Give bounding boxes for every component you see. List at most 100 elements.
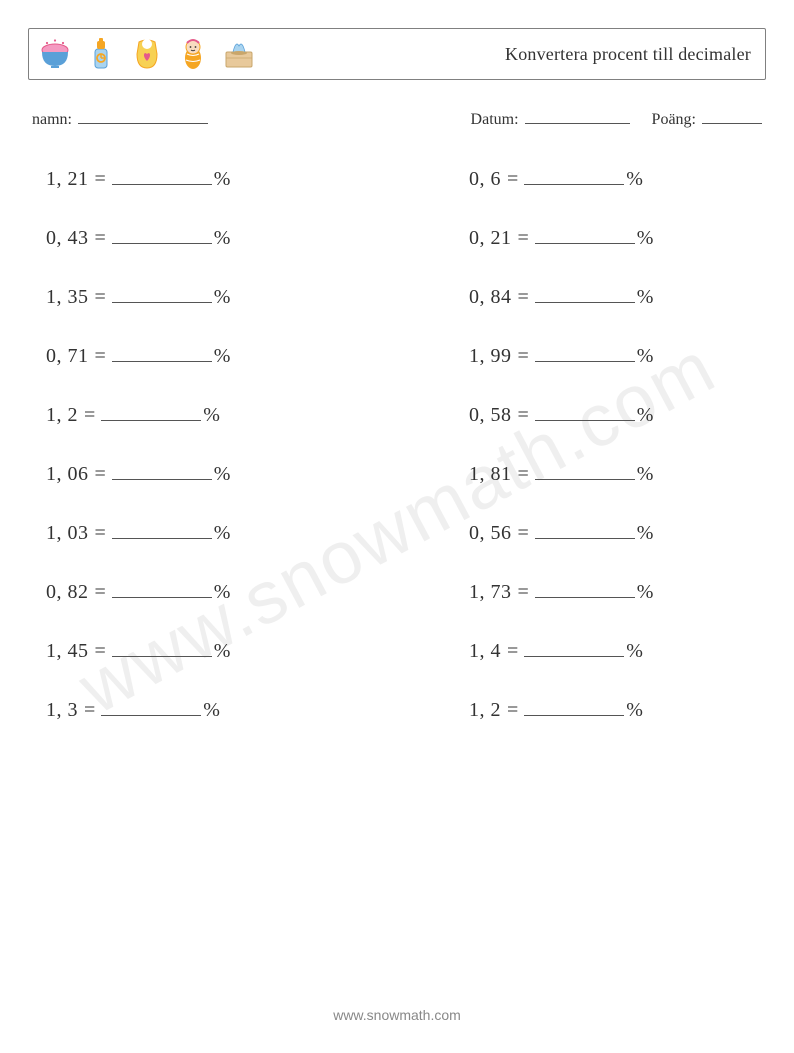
problem-value: 0, 43 [46, 227, 89, 250]
answer-blank[interactable] [535, 401, 635, 421]
problem-left-7: 0, 82 = % [46, 578, 339, 604]
answer-blank[interactable] [535, 342, 635, 362]
answer-blank[interactable] [535, 460, 635, 480]
equals-sign: = [518, 286, 529, 309]
percent-sign: % [214, 227, 231, 250]
answer-blank[interactable] [112, 637, 212, 657]
percent-sign: % [203, 699, 220, 722]
problem-value: 0, 71 [46, 345, 89, 368]
equals-sign: = [518, 522, 529, 545]
problem-right-6: 0, 56 = % [469, 519, 762, 545]
answer-blank[interactable] [112, 519, 212, 539]
problem-left-2: 1, 35 = % [46, 283, 339, 309]
answer-blank[interactable] [101, 696, 201, 716]
worksheet-page: Konvertera procent till decimaler namn: … [0, 0, 794, 722]
equals-sign: = [518, 463, 529, 486]
answer-blank[interactable] [524, 165, 624, 185]
percent-sign: % [637, 581, 654, 604]
percent-sign: % [214, 463, 231, 486]
percent-sign: % [637, 345, 654, 368]
answer-blank[interactable] [535, 578, 635, 598]
equals-sign: = [84, 404, 95, 427]
problem-value: 1, 73 [469, 581, 512, 604]
footer: www.snowmath.com [0, 1007, 794, 1023]
answer-blank[interactable] [535, 283, 635, 303]
problem-left-3: 0, 71 = % [46, 342, 339, 368]
percent-sign: % [637, 463, 654, 486]
problem-value: 1, 99 [469, 345, 512, 368]
score-field: Poäng: [652, 108, 762, 129]
equals-sign: = [507, 699, 518, 722]
spray-bottle-icon [83, 36, 119, 72]
equals-sign: = [507, 640, 518, 663]
problem-left-0: 1, 21 = % [46, 165, 339, 191]
equals-sign: = [95, 227, 106, 250]
date-label: Datum: [471, 111, 519, 129]
percent-sign: % [637, 404, 654, 427]
answer-blank[interactable] [524, 696, 624, 716]
problem-right-5: 1, 81 = % [469, 460, 762, 486]
problem-left-8: 1, 45 = % [46, 637, 339, 663]
percent-sign: % [637, 227, 654, 250]
percent-sign: % [214, 286, 231, 309]
score-label: Poäng: [652, 111, 696, 129]
bowl-icon [37, 36, 73, 72]
problem-value: 1, 06 [46, 463, 89, 486]
answer-blank[interactable] [112, 578, 212, 598]
problem-value: 1, 21 [46, 168, 89, 191]
problem-value: 0, 6 [469, 168, 501, 191]
problem-left-4: 1, 2 = % [46, 401, 339, 427]
date-field: Datum: [471, 108, 630, 129]
percent-sign: % [626, 699, 643, 722]
date-blank[interactable] [525, 108, 630, 124]
problem-left-5: 1, 06 = % [46, 460, 339, 486]
problem-left-9: 1, 3 = % [46, 696, 339, 722]
header-box: Konvertera procent till decimaler [28, 28, 766, 80]
answer-blank[interactable] [101, 401, 201, 421]
problems-grid: 1, 21 = %0, 6 = %0, 43 = %0, 21 = %1, 35… [28, 165, 766, 722]
problem-right-9: 1, 2 = % [469, 696, 762, 722]
problem-right-0: 0, 6 = % [469, 165, 762, 191]
problem-right-4: 0, 58 = % [469, 401, 762, 427]
answer-blank[interactable] [535, 519, 635, 539]
answer-blank[interactable] [112, 460, 212, 480]
bib-heart-icon [129, 36, 165, 72]
problem-value: 1, 2 [46, 404, 78, 427]
equals-sign: = [518, 404, 529, 427]
equals-sign: = [95, 522, 106, 545]
answer-blank[interactable] [112, 283, 212, 303]
equals-sign: = [95, 463, 106, 486]
name-blank[interactable] [78, 108, 208, 124]
percent-sign: % [214, 345, 231, 368]
problem-right-8: 1, 4 = % [469, 637, 762, 663]
problem-value: 0, 82 [46, 581, 89, 604]
answer-blank[interactable] [112, 165, 212, 185]
score-blank[interactable] [702, 108, 762, 124]
problem-value: 1, 3 [46, 699, 78, 722]
percent-sign: % [626, 640, 643, 663]
problem-value: 1, 03 [46, 522, 89, 545]
answer-blank[interactable] [524, 637, 624, 657]
percent-sign: % [637, 286, 654, 309]
worksheet-title: Konvertera procent till decimaler [505, 44, 755, 65]
problem-value: 1, 35 [46, 286, 89, 309]
answer-blank[interactable] [535, 224, 635, 244]
equals-sign: = [95, 581, 106, 604]
answer-blank[interactable] [112, 224, 212, 244]
answer-blank[interactable] [112, 342, 212, 362]
equals-sign: = [95, 640, 106, 663]
problem-value: 0, 56 [469, 522, 512, 545]
name-field: namn: [32, 108, 208, 129]
problem-right-2: 0, 84 = % [469, 283, 762, 309]
icon-row [37, 36, 257, 72]
percent-sign: % [626, 168, 643, 191]
equals-sign: = [518, 581, 529, 604]
problem-right-7: 1, 73 = % [469, 578, 762, 604]
equals-sign: = [95, 286, 106, 309]
name-label: namn: [32, 111, 72, 129]
equals-sign: = [84, 699, 95, 722]
problem-left-1: 0, 43 = % [46, 224, 339, 250]
equals-sign: = [518, 227, 529, 250]
meta-row: namn: Datum: Poäng: [28, 108, 766, 129]
problem-value: 1, 45 [46, 640, 89, 663]
